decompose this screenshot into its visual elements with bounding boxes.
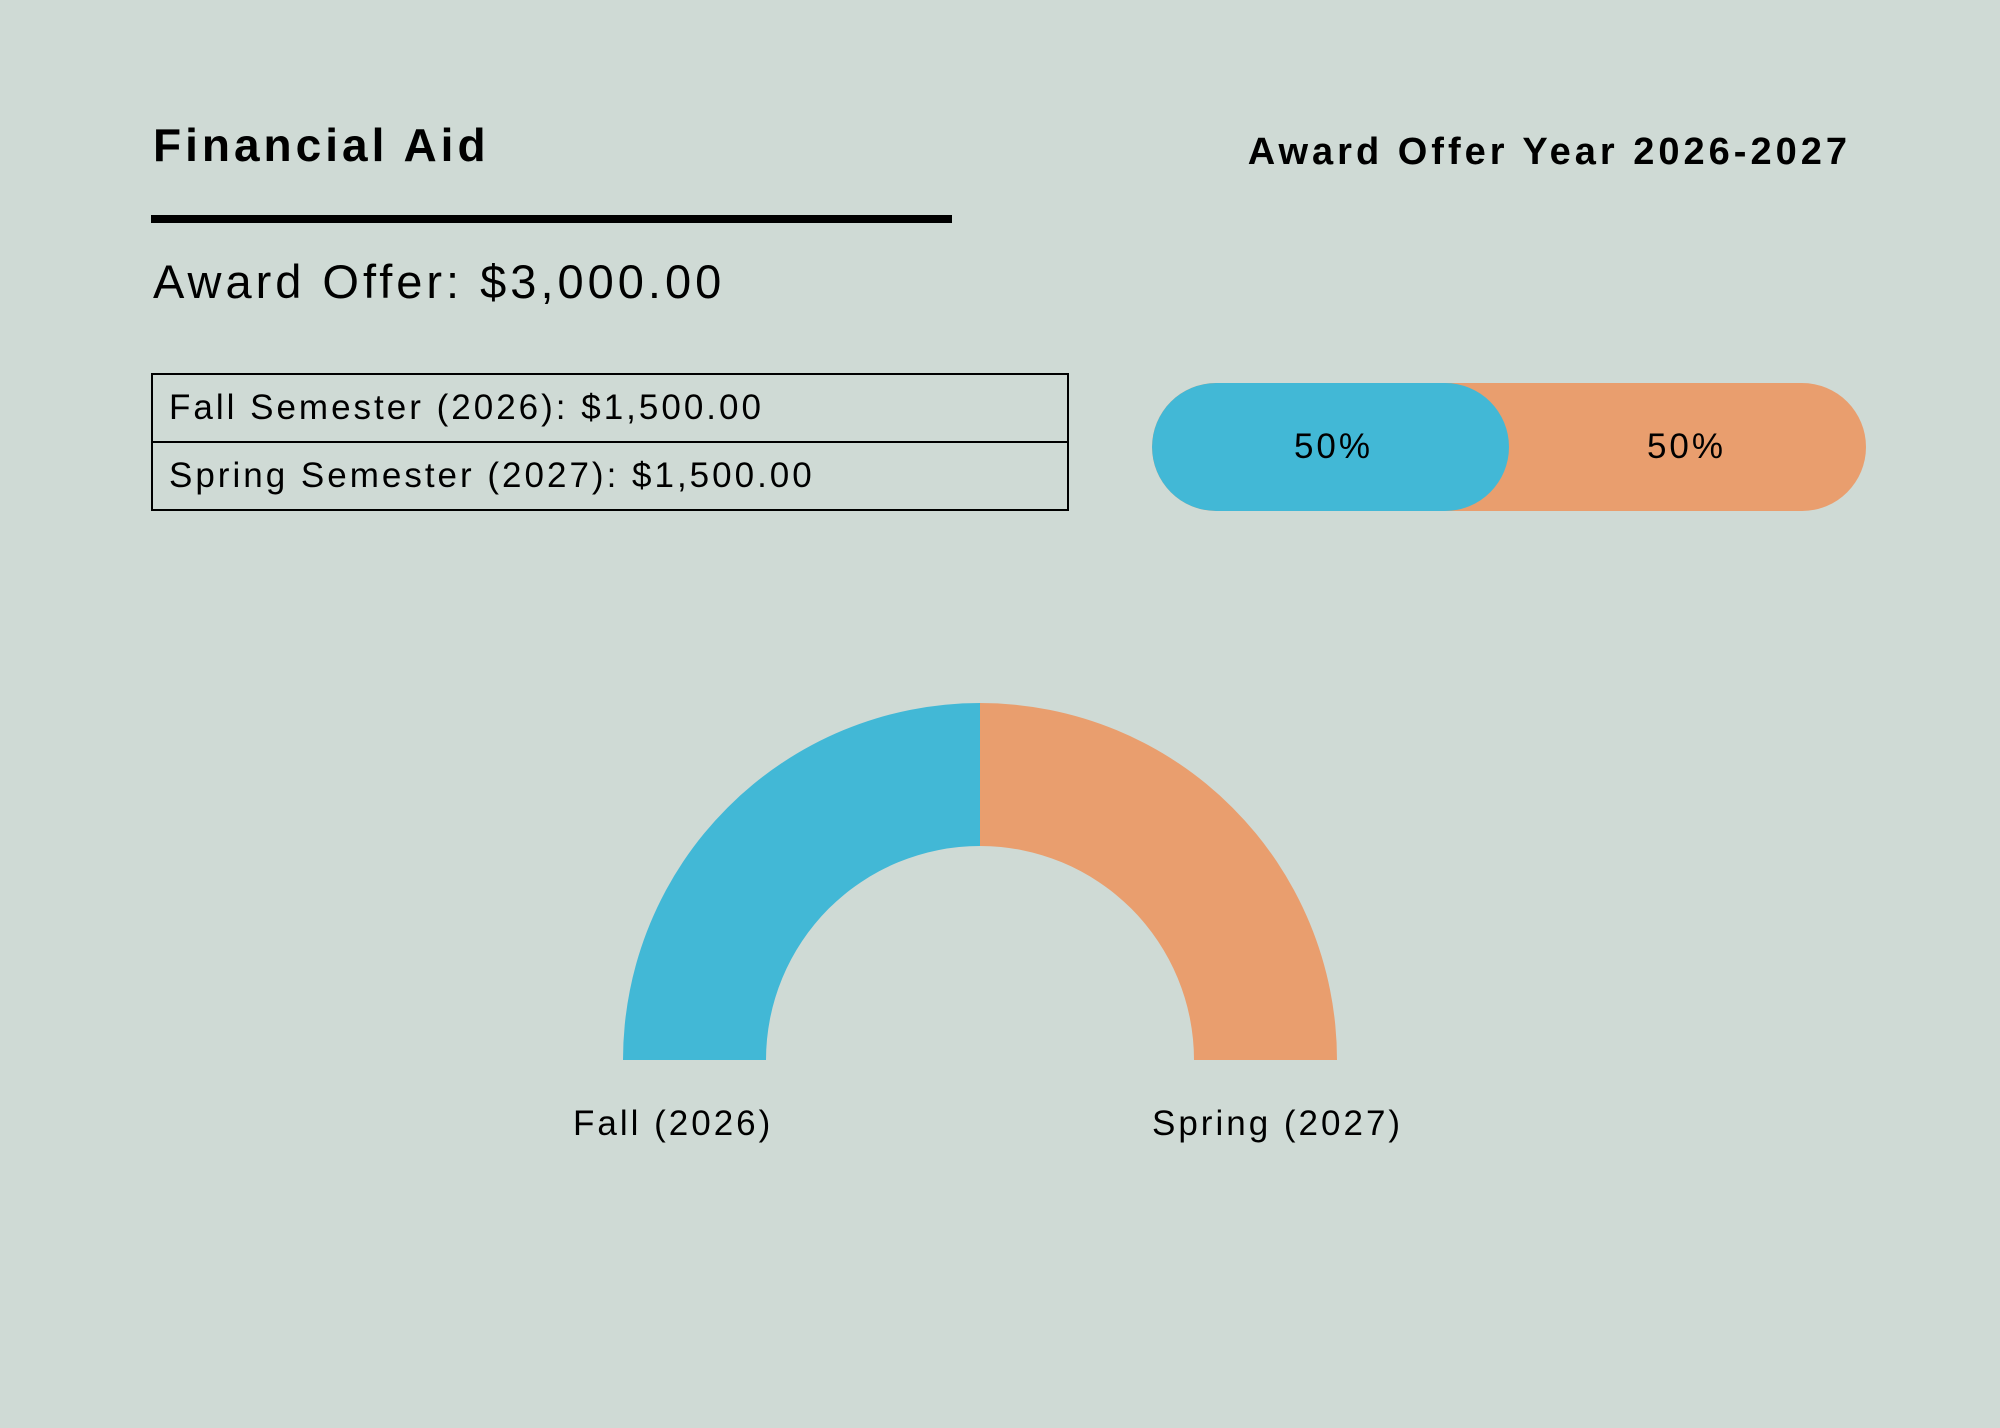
award-year-label: Award Offer Year 2026-2027 bbox=[1247, 131, 1851, 173]
donut-segment-fall bbox=[623, 703, 980, 1060]
chart-label-spring: Spring (2027) bbox=[1152, 1104, 1403, 1143]
breakdown-row-spring: Spring Semester (2027): $1,500.00 bbox=[153, 441, 1067, 509]
half-donut-arcs bbox=[623, 703, 1337, 1060]
split-progress-bar: 50% 50% bbox=[1152, 383, 1866, 511]
breakdown-row-fall: Fall Semester (2026): $1,500.00 bbox=[169, 388, 764, 427]
chart-label-fall: Fall (2026) bbox=[573, 1104, 773, 1143]
split-bar-fall-segment bbox=[1152, 383, 1509, 511]
semester-breakdown-table: Fall Semester (2026): $1,500.00 Spring S… bbox=[151, 373, 1069, 511]
page-title: Financial Aid bbox=[153, 119, 490, 171]
award-offer-total: Award Offer: $3,000.00 bbox=[153, 255, 726, 308]
donut-segment-spring bbox=[980, 703, 1337, 1060]
title-divider bbox=[151, 215, 952, 223]
split-bar-fall-percent: 50% bbox=[1293, 427, 1374, 466]
split-bar-spring-percent: 50% bbox=[1646, 427, 1727, 466]
